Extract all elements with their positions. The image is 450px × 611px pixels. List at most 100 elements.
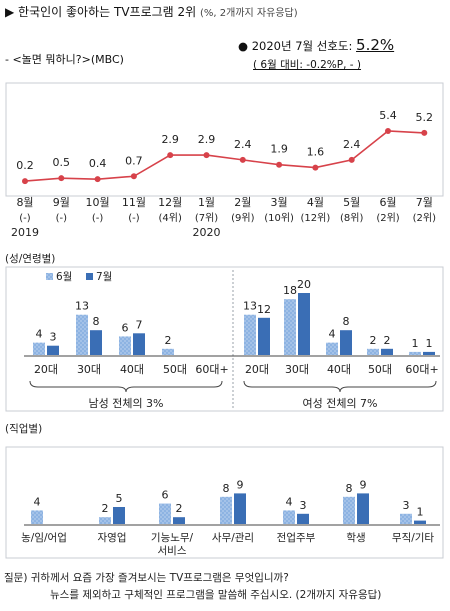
bar-value-june: 3	[403, 499, 410, 512]
rank-tick-label: (8위)	[340, 211, 363, 224]
rating-prefix: 2020년 7월 선호도:	[251, 39, 353, 53]
trend-point	[239, 156, 246, 163]
month-tick-label: 6월	[379, 196, 396, 209]
bar-value-july: 20	[297, 278, 311, 291]
female-group-label: 여성 전체의 7%	[302, 397, 377, 410]
female-group-bracket	[243, 380, 437, 393]
rank-tick-label: (-)	[128, 213, 140, 224]
bar-june	[400, 513, 412, 524]
month-tick-label: 9월	[53, 196, 70, 209]
bar-july	[113, 507, 125, 524]
age-tick-label: 30대	[285, 363, 309, 376]
month-tick-label: 10월	[86, 196, 110, 209]
bar-value-june: 6	[162, 489, 169, 502]
rank-tick-label: (4위)	[159, 211, 182, 224]
bar-june	[284, 299, 296, 355]
program-name: - <놀면 뭐하니?>(MBC)	[5, 53, 124, 66]
bar-value-july: 5	[116, 492, 123, 505]
trend-value-label: 0.2	[16, 159, 34, 172]
bar-july	[90, 330, 102, 355]
bar-july	[234, 493, 246, 524]
trend-value-label: 2.4	[234, 138, 252, 151]
bar-june	[283, 510, 295, 524]
rank-tick-label: (-)	[19, 213, 31, 224]
trend-value-label: 2.9	[161, 133, 179, 146]
bar-july	[258, 317, 270, 355]
trend-point	[348, 156, 355, 163]
trend-point	[421, 129, 428, 136]
age-tick-label: 60대+	[195, 363, 228, 376]
rank-tick-label: (2위)	[376, 211, 399, 224]
occupation-frame	[5, 446, 444, 559]
title-note: (%, 2개까지 자유응답)	[200, 8, 298, 19]
question-line-1: 질문) 귀하께서 요즘 가장 즐겨보시는 TV프로그램은 무엇입니까?	[4, 572, 289, 584]
trend-point	[94, 176, 101, 183]
bar-june	[244, 314, 256, 355]
bar-value-july: 7	[136, 318, 143, 331]
bar-july	[414, 520, 426, 524]
rating-value: 5.2%	[356, 36, 395, 54]
gender-age-frame	[5, 266, 444, 412]
bar-value-june: 2	[102, 502, 109, 515]
page-title: ▶ 한국인이 좋아하는 TV프로그램 2위 (%, 2개까지 자유응답)	[5, 3, 298, 20]
legend-june-label: 6월	[56, 271, 72, 283]
bar-value-june: 4	[34, 495, 41, 508]
trend-point	[276, 161, 283, 168]
month-tick-label: 1월	[198, 196, 215, 209]
month-tick-label: 11월	[122, 196, 146, 209]
trend-value-label: 1.6	[307, 146, 325, 159]
bar-june	[119, 336, 131, 355]
rating-summary: ● 2020년 7월 선호도: 5.2%	[238, 36, 394, 54]
trend-point	[22, 178, 28, 185]
rank-tick-label: (12위)	[301, 211, 331, 224]
trend-point	[203, 152, 210, 159]
trend-frame	[5, 82, 444, 197]
year-label: 2020	[193, 226, 221, 239]
occupation-tick-label: 학생	[346, 532, 365, 544]
bar-value-june: 2	[165, 334, 172, 347]
bar-value-july: 3	[50, 331, 57, 344]
bar-july	[133, 333, 145, 355]
trend-value-label: 0.5	[53, 156, 71, 169]
trend-point	[58, 175, 65, 182]
month-tick-label: 7월	[416, 196, 433, 209]
bar-july	[47, 345, 59, 355]
trend-point	[312, 164, 319, 171]
bar-value-june: 6	[122, 321, 129, 334]
legend-june-swatch	[46, 273, 53, 280]
bar-value-july: 3	[300, 499, 307, 512]
trend-value-label: 1.9	[270, 143, 288, 156]
occupation-tick-label: 사무/관리	[212, 532, 254, 544]
trend-point	[130, 173, 137, 180]
bar-july	[381, 348, 393, 355]
section-label-occupation: (직업별)	[5, 422, 42, 435]
rank-tick-label: (10위)	[264, 211, 294, 224]
bar-value-june: 4	[36, 328, 43, 341]
month-tick-label: 8월	[16, 196, 33, 209]
age-tick-label: 40대	[120, 363, 144, 376]
bar-value-june: 8	[223, 482, 230, 495]
age-tick-label: 60대+	[405, 363, 438, 376]
occupation-tick-label: 기능노무/	[151, 532, 194, 544]
rating-diff: ( 6월 대비: -0.2%P, - )	[253, 59, 362, 71]
bar-value-july: 8	[93, 315, 100, 328]
bar-july	[173, 517, 185, 524]
occupation-tick-label: 서비스	[158, 545, 187, 557]
month-tick-label: 3월	[271, 196, 288, 209]
age-tick-label: 40대	[327, 363, 351, 376]
legend-july-label: 7월	[96, 271, 112, 283]
bar-june	[220, 496, 232, 524]
age-tick-label: 20대	[245, 363, 269, 376]
occupation-tick-label: 전업주부	[277, 531, 316, 544]
trend-value-label: 2.4	[343, 138, 361, 151]
bar-june	[162, 348, 174, 355]
age-tick-label: 30대	[77, 363, 101, 376]
rank-tick-label: (7위)	[195, 211, 218, 224]
bullet-icon: ●	[238, 39, 249, 53]
bar-value-june: 4	[329, 328, 336, 341]
year-label: 2019	[11, 226, 39, 239]
bar-june	[343, 496, 355, 524]
trend-point	[167, 152, 174, 159]
bar-july	[340, 330, 352, 355]
bar-value-july: 2	[176, 502, 183, 515]
